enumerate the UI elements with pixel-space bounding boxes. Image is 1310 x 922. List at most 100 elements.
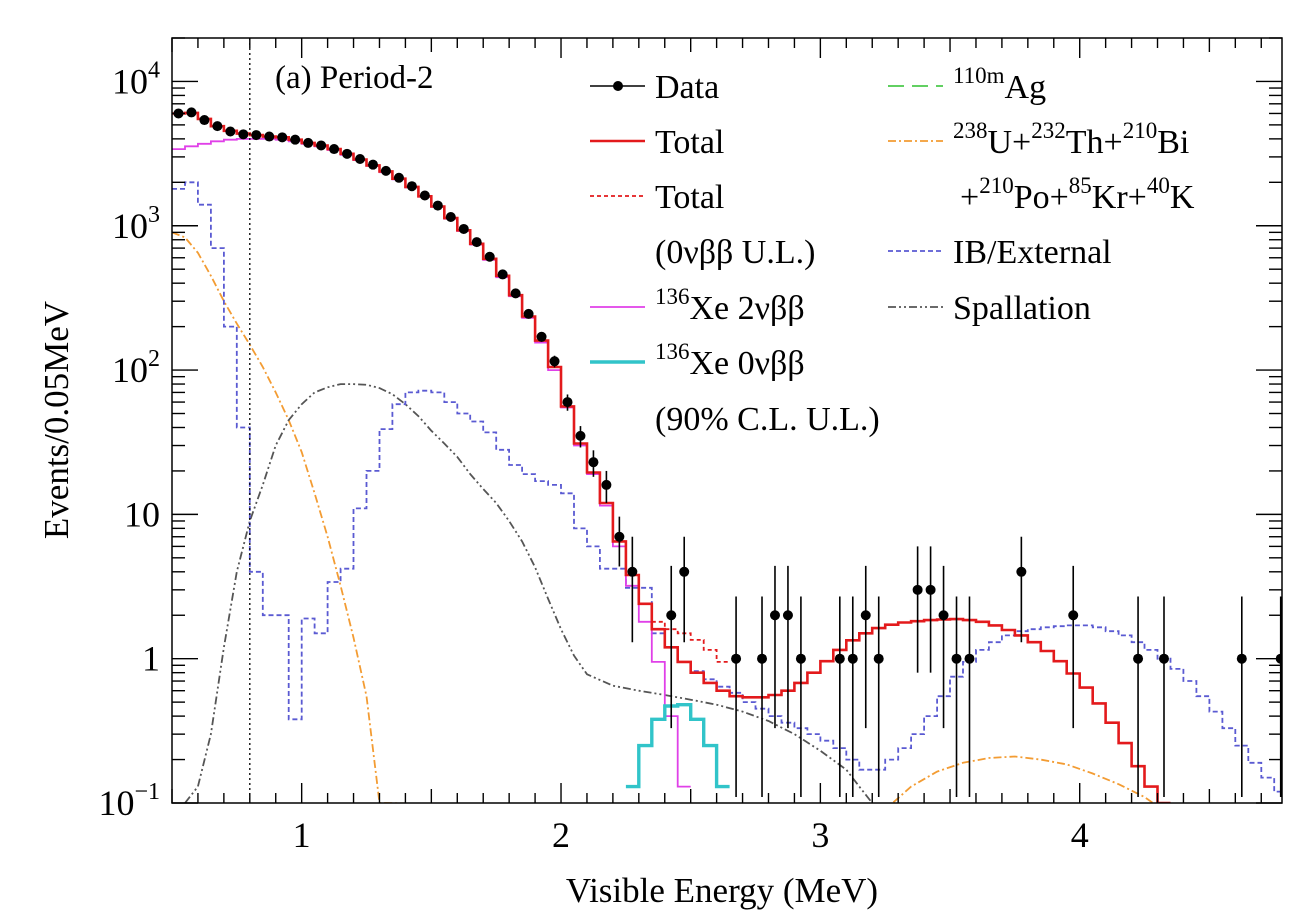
y-tick-exponent: 4 <box>148 57 160 83</box>
data-point <box>458 223 469 234</box>
data-point <box>380 165 391 176</box>
data-point <box>951 653 962 664</box>
legend-item-xe0nu: 136Xe 0νββ <box>590 339 805 382</box>
data-point <box>225 126 236 137</box>
legend-item-none: (90% C.L. U.L.) <box>655 401 880 438</box>
data-point <box>873 653 884 664</box>
legend-label: 110mAg <box>953 63 1046 106</box>
data-point <box>484 251 495 262</box>
legend-item-none: +210Po+85Kr+40K <box>960 173 1195 216</box>
legend-label: (90% C.L. U.L.) <box>655 401 880 438</box>
legend-label-superscript: 85 <box>1069 173 1092 198</box>
legend-label: 136Xe 2νββ <box>655 284 805 327</box>
legend-label: +210Po+85Kr+40K <box>960 173 1195 216</box>
data-point <box>406 181 417 192</box>
data-point <box>964 653 975 664</box>
data-point <box>731 653 742 664</box>
legend-item-spall: Spallation <box>888 290 1091 327</box>
data-point <box>393 172 404 183</box>
data-point <box>445 211 456 222</box>
data-point <box>497 269 508 280</box>
data-point <box>795 653 806 664</box>
legend-label-text: Total <box>655 124 724 161</box>
legend-label-text: Xe 0νββ <box>690 345 805 382</box>
legend-label-text: IB/External <box>953 234 1112 271</box>
legend-label: Total <box>655 124 724 161</box>
data-point <box>757 653 768 664</box>
y-tick-label: 103 <box>112 202 160 246</box>
data-point <box>355 154 366 165</box>
legend-label-text: U+ <box>988 124 1032 161</box>
data-point <box>912 584 923 595</box>
legend-label-superscript: 238 <box>953 118 988 143</box>
y-tick-base: 10 <box>98 783 134 823</box>
legend-item-ib: IB/External <box>888 234 1112 271</box>
data-point <box>769 610 780 621</box>
series-line-xe0nu <box>625 703 730 789</box>
data-point <box>938 610 949 621</box>
y-tick-exponent: 2 <box>148 346 160 372</box>
data-point <box>679 566 690 577</box>
legend-label-superscript: 136 <box>655 284 690 309</box>
legend-label-text: Th+ <box>1066 124 1123 161</box>
y-tick-label: 10 <box>124 494 160 534</box>
plot-series-layer <box>172 107 1282 803</box>
legend-label: IB/External <box>953 234 1112 271</box>
data-point <box>186 107 197 118</box>
data-point <box>1133 653 1144 664</box>
data-point <box>251 130 262 141</box>
data-point <box>277 132 288 143</box>
data-point <box>614 531 625 542</box>
legend-label-text: Data <box>655 69 719 106</box>
y-tick-label: 10−1 <box>98 779 160 823</box>
legend-label-text: Bi <box>1157 124 1189 161</box>
legend-label: Total <box>655 179 724 216</box>
plot-frame-layer <box>171 37 1283 804</box>
y-tick-label: 104 <box>112 57 160 101</box>
data-point <box>199 115 210 126</box>
legend-label-superscript: 210 <box>1123 118 1158 143</box>
data-point <box>510 288 521 299</box>
data-point <box>432 200 443 211</box>
data-point <box>471 237 482 248</box>
legend-label-text: + <box>960 179 979 216</box>
legend-label-text: Ag <box>1005 69 1047 106</box>
data-point <box>536 331 547 342</box>
legend-label-text: (0νββ U.L.) <box>655 234 815 271</box>
legend-label-superscript: 210 <box>979 173 1014 198</box>
legend-item-uth: 238U+232Th+210Bi <box>888 118 1189 161</box>
legend-item-total_ul: Total <box>590 179 724 216</box>
legend-label-text: Spallation <box>953 290 1091 327</box>
legend-swatch-marker <box>613 81 623 91</box>
legend-label: Data <box>655 69 719 106</box>
data-point <box>847 653 858 664</box>
series-line-uth <box>172 231 1155 803</box>
legend-item-ag: 110mAg <box>888 63 1046 106</box>
data-point <box>834 653 845 664</box>
data-point <box>303 137 314 148</box>
series-line-ib <box>172 181 1282 793</box>
data-point <box>523 308 534 319</box>
legend-label-text: Kr+ <box>1092 179 1147 216</box>
data-point <box>1016 566 1027 577</box>
data-point <box>925 584 936 595</box>
series-line-spall <box>184 383 873 803</box>
legend-label-text: K <box>1170 179 1195 216</box>
data-point <box>290 134 301 145</box>
y-tick-exponent: 3 <box>148 202 160 228</box>
y-tick-base: 10 <box>112 206 148 246</box>
data-point <box>549 356 560 367</box>
legend-label: 238U+232Th+210Bi <box>953 118 1189 161</box>
x-axis-label: Visible Energy (MeV) <box>566 871 878 910</box>
y-tick-base: 10 <box>112 61 148 101</box>
legend-label-text: Xe 2νββ <box>690 290 805 327</box>
y-axis-label: Events/0.05MeV <box>37 301 76 539</box>
legend-item-total: Total <box>590 124 724 161</box>
legend-label: 136Xe 0νββ <box>655 339 805 382</box>
x-tick-label: 2 <box>552 815 570 855</box>
data-point <box>264 131 275 142</box>
legend-label-superscript: 136 <box>655 339 690 364</box>
legend-label-superscript: 110m <box>953 63 1005 88</box>
